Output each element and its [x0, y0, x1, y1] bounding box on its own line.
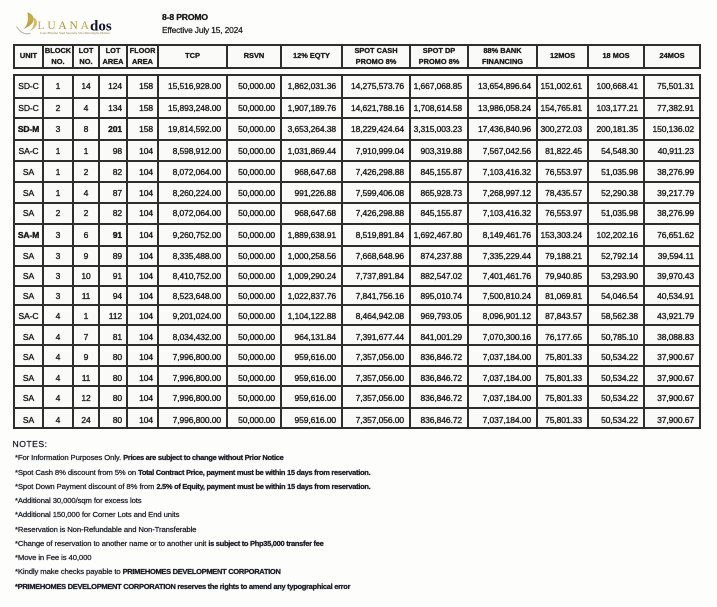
- svg-text:LUANA: LUANA: [38, 20, 92, 32]
- svg-text:Casa Filipina Soul Serenity Vi: Casa Filipina Soul Serenity Vita Meravig…: [40, 31, 110, 35]
- svg-text:dos: dos: [90, 19, 112, 35]
